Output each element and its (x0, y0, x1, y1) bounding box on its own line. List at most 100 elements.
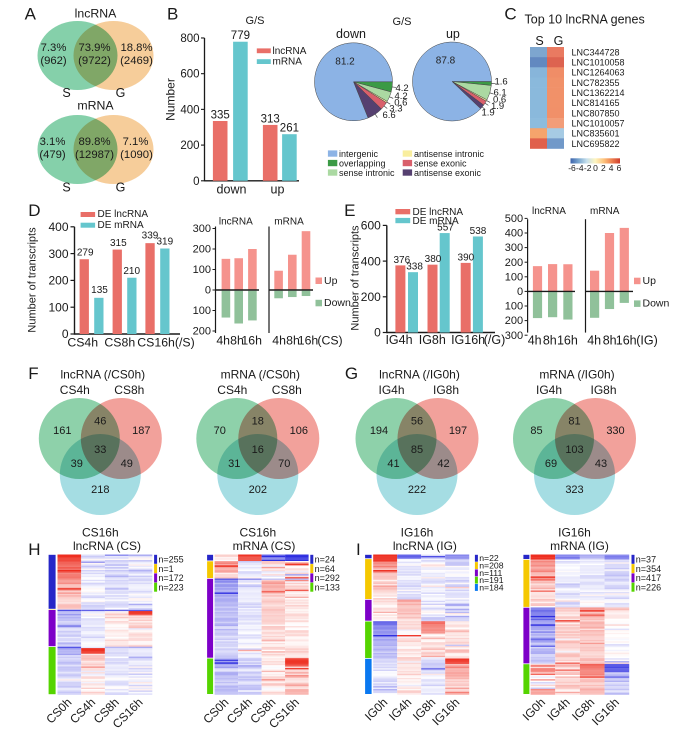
svg-text:CS16h(/S): CS16h(/S) (137, 336, 194, 350)
svg-text:4h: 4h (216, 334, 230, 348)
svg-text:200: 200 (193, 244, 211, 256)
svg-text:lncRNA: lncRNA (273, 46, 307, 57)
svg-text:antisense exonic: antisense exonic (414, 168, 482, 178)
svg-text:194: 194 (370, 425, 388, 437)
svg-text:mRNA (/CS0h): mRNA (/CS0h) (221, 368, 300, 382)
svg-text:(CS): (CS) (317, 334, 342, 348)
svg-text:Up: Up (324, 275, 338, 287)
svg-text:8h: 8h (543, 334, 557, 348)
svg-text:G: G (554, 34, 564, 48)
svg-text:300: 300 (193, 223, 211, 235)
svg-text:335: 335 (211, 109, 230, 121)
svg-text:Top 10 lncRNA genes: Top 10 lncRNA genes (525, 13, 645, 27)
svg-text:DE mRNA: DE mRNA (98, 220, 144, 231)
svg-text:mRNA: mRNA (273, 57, 303, 68)
svg-text:CS4h: CS4h (60, 383, 90, 397)
svg-text:135: 135 (91, 285, 108, 296)
svg-text:LNC782355: LNC782355 (572, 78, 620, 88)
svg-text:222: 222 (408, 484, 426, 496)
svg-text:CS4h: CS4h (67, 336, 98, 350)
svg-text:18.8%: 18.8% (120, 42, 152, 54)
svg-text:313: 313 (261, 113, 280, 125)
svg-text:16: 16 (252, 444, 264, 456)
svg-text:279: 279 (77, 248, 94, 259)
svg-text:2: 2 (601, 163, 606, 173)
svg-text:100: 100 (505, 271, 523, 283)
svg-text:89.8%: 89.8% (78, 136, 110, 148)
svg-text:LNC695822: LNC695822 (572, 139, 620, 149)
svg-text:200: 200 (48, 274, 68, 288)
svg-text:Number: Number (164, 78, 178, 121)
svg-text:100: 100 (48, 300, 68, 314)
svg-text:315: 315 (110, 238, 127, 249)
svg-text:(12987): (12987) (75, 149, 114, 161)
svg-text:1.6: 1.6 (495, 77, 508, 88)
svg-text:390: 390 (458, 252, 475, 263)
svg-text:S: S (62, 181, 70, 195)
svg-text:330: 330 (606, 425, 624, 437)
svg-text:319: 319 (156, 236, 173, 247)
svg-text:4h: 4h (528, 334, 542, 348)
svg-text:85: 85 (411, 444, 423, 456)
svg-text:(IG): (IG) (636, 334, 658, 348)
svg-text:LNC814165: LNC814165 (572, 98, 620, 108)
svg-text:IG16h: IG16h (401, 526, 434, 540)
svg-text:IG8h: IG8h (590, 383, 616, 397)
svg-text:n=223: n=223 (158, 582, 183, 592)
svg-text:IG4h: IG4h (385, 333, 412, 347)
svg-text:(9722): (9722) (78, 55, 111, 67)
svg-text:0: 0 (517, 286, 523, 298)
svg-text:(479): (479) (39, 149, 66, 161)
svg-text:200: 200 (505, 257, 523, 269)
svg-text:779: 779 (231, 30, 250, 42)
svg-text:Number of transcripts: Number of transcripts (27, 227, 39, 333)
svg-text:400: 400 (505, 228, 523, 240)
svg-text:G: G (116, 181, 126, 195)
svg-text:0: 0 (374, 326, 381, 340)
svg-text:-4: -4 (576, 163, 584, 173)
svg-text:Up: Up (643, 275, 657, 287)
svg-text:mRNA: mRNA (274, 217, 304, 228)
svg-text:sense exonic: sense exonic (414, 158, 467, 168)
svg-text:DE mRNA: DE mRNA (413, 216, 459, 227)
svg-text:CS8h: CS8h (104, 336, 135, 350)
svg-text:B: B (167, 5, 178, 24)
svg-text:lncRNA (IG): lncRNA (IG) (393, 539, 457, 553)
svg-text:16h: 16h (241, 334, 262, 348)
svg-text:103: 103 (565, 444, 583, 456)
svg-text:3.1%: 3.1% (40, 136, 66, 148)
svg-text:6.6: 6.6 (383, 110, 396, 121)
svg-text:IG4h: IG4h (536, 383, 562, 397)
svg-text:46: 46 (94, 416, 106, 428)
svg-text:S: S (62, 86, 70, 100)
svg-text:400: 400 (361, 254, 381, 268)
svg-text:CS16h: CS16h (239, 526, 276, 540)
svg-text:31: 31 (228, 458, 240, 470)
svg-text:CS16h: CS16h (82, 526, 119, 540)
svg-text:0: 0 (205, 285, 211, 297)
svg-text:G: G (116, 86, 126, 100)
svg-text:800: 800 (180, 33, 199, 45)
svg-text:210: 210 (123, 266, 140, 277)
svg-text:4h: 4h (272, 334, 286, 348)
svg-text:49: 49 (121, 458, 133, 470)
svg-text:41: 41 (387, 458, 399, 470)
svg-text:mRNA: mRNA (77, 99, 114, 113)
svg-text:IG4h: IG4h (378, 383, 404, 397)
svg-text:LNC1010057: LNC1010057 (572, 118, 625, 128)
svg-text:IG8h: IG8h (419, 333, 446, 347)
svg-text:E: E (344, 201, 355, 220)
svg-text:LNC344728: LNC344728 (572, 47, 620, 57)
svg-text:LNC807850: LNC807850 (572, 108, 620, 118)
svg-text:202: 202 (249, 484, 267, 496)
svg-text:mRNA (IG): mRNA (IG) (550, 539, 609, 553)
svg-text:G: G (345, 364, 358, 383)
svg-text:161: 161 (53, 425, 71, 437)
svg-text:lncRNA (/CS0h): lncRNA (/CS0h) (60, 368, 145, 382)
svg-text:81: 81 (568, 416, 580, 428)
svg-text:16h: 16h (557, 334, 578, 348)
svg-text:100: 100 (193, 305, 211, 317)
svg-text:85: 85 (530, 425, 542, 437)
svg-text:lncRNA: lncRNA (532, 206, 566, 217)
svg-text:100: 100 (193, 264, 211, 276)
